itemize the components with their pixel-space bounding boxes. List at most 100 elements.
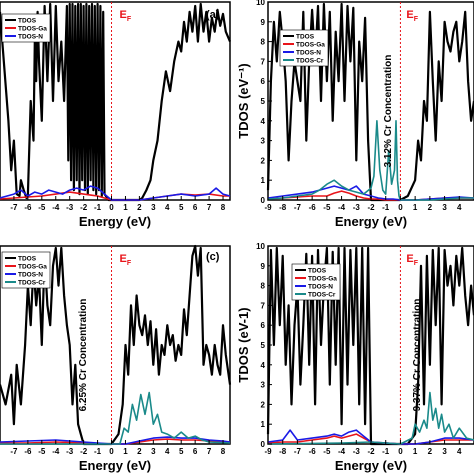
x-tick-label: 6 <box>193 447 198 456</box>
legend-entry-tdos-ga: TDOS-Ga <box>18 264 47 271</box>
x-tick-label: -3 <box>353 203 361 212</box>
x-tick-label: 5 <box>179 203 184 212</box>
x-tick-label: 1 <box>123 447 128 456</box>
y-tick-label: 4 <box>261 117 266 126</box>
x-tick-label: 1 <box>123 203 128 212</box>
y-tick-label: 9 <box>261 18 266 27</box>
x-tick-label: 4 <box>165 203 170 212</box>
x-tick-label: -9 <box>264 203 272 212</box>
x-tick-label: 0 <box>109 447 114 456</box>
fermi-label-main: E <box>406 253 413 265</box>
y-tick-label: 2 <box>261 156 266 165</box>
cr-concentration-label: 3.12% Cr Concentration <box>383 55 394 168</box>
x-tick-label: 8 <box>221 447 226 456</box>
x-tick-label: 3 <box>151 447 156 456</box>
panel-a-dos-chart: EF -7 -6 -5 -4 -3 -2 -1 0 1 2 3 4 5 6 7 8 Energy (eV) (a) T… <box>0 1 232 229</box>
x-axis-title: Energy (eV) <box>335 214 407 229</box>
x-tick-label: -2 <box>367 447 375 456</box>
y-axis-title: TDOS (eV-1) <box>236 307 251 382</box>
legend-entry-tdos-cr: TDOS-Cr <box>18 280 46 287</box>
legend-entry-tdos-cr: TDOS-Cr <box>296 58 324 65</box>
y-tick-label: 1 <box>261 176 266 185</box>
y-tick-label: 8 <box>261 38 266 47</box>
x-tick-label: -7 <box>294 203 302 212</box>
x-axis-title: Energy (eV) <box>79 214 151 229</box>
x-tick-label: -6 <box>309 447 317 456</box>
legend-entry-tdos-cr: TDOS-Cr <box>308 292 336 299</box>
legend-entry-tdos: TDOS <box>18 18 37 25</box>
panel-d-dos-chart: EF-9 -8 -7 -6 -5 -4 -3 -2 -1 0 1 2 3 4012345678910Ene… <box>236 242 474 473</box>
x-tick-label: 2 <box>428 203 433 212</box>
series-line-tdos <box>266 2 474 202</box>
x-tick-label: 5 <box>179 447 184 456</box>
legend-entry-tdos-n: TDOS-N <box>18 34 43 41</box>
y-tick-label: 6 <box>261 321 266 330</box>
series-line-tdos-n <box>0 436 231 445</box>
x-tick-label: 0 <box>398 203 403 212</box>
series-line-tdos-n <box>0 185 231 201</box>
cr-concentration-label: 6.25% Cr Concentration <box>78 299 89 412</box>
x-tick-label: 3 <box>442 203 447 212</box>
y-axis-title: TDOS (eV⁻¹) <box>236 63 251 138</box>
y-tick-label: 2 <box>261 400 266 409</box>
y-tick-label: 0 <box>261 196 266 205</box>
y-tick-label: 5 <box>261 341 266 350</box>
fermi-label-sub: F <box>414 260 419 267</box>
series-line-tdos <box>0 244 232 446</box>
fermi-label-main: E <box>120 253 127 265</box>
fermi-level-label: EF <box>406 253 418 267</box>
legend-entry-tdos: TDOS <box>308 268 327 275</box>
x-tick-label: 2 <box>137 447 142 456</box>
panel-letter-label: (a) <box>206 9 220 21</box>
y-tick-label: 10 <box>256 242 265 251</box>
x-tick-label: -5 <box>38 447 46 456</box>
x-tick-label: -3 <box>353 447 361 456</box>
x-tick-label: -1 <box>94 203 102 212</box>
legend-entry-tdos-n: TDOS-N <box>18 272 43 279</box>
x-tick-label: -4 <box>338 203 346 212</box>
x-tick-label: 7 <box>207 447 212 456</box>
x-tick-label: -4 <box>52 447 60 456</box>
series-line-tdos-cr <box>267 391 474 445</box>
x-tick-label: -5 <box>38 203 46 212</box>
fermi-label-sub: F <box>127 260 132 267</box>
x-tick-label: -7 <box>294 447 302 456</box>
series-line-tdos-cr <box>267 120 474 201</box>
x-tick-label: -6 <box>24 203 32 212</box>
y-tick-label: 8 <box>261 282 266 291</box>
x-tick-label: -4 <box>338 447 346 456</box>
cr-concentration-label: 9.37% Cr Concentration <box>412 299 423 412</box>
y-tick-label: 6 <box>261 77 266 86</box>
series-line-tdos-cr <box>0 391 231 445</box>
x-tick-label: -6 <box>309 203 317 212</box>
legend-entry-tdos-n: TDOS-N <box>308 284 333 291</box>
x-tick-label: -3 <box>66 203 74 212</box>
legend-entry-tdos-ga: TDOS-Ga <box>308 276 337 283</box>
fermi-level-label: EF <box>406 9 418 23</box>
x-tick-label: -7 <box>10 203 18 212</box>
x-tick-label: 1 <box>413 203 418 212</box>
legend-entry-tdos-ga: TDOS-Ga <box>18 26 47 33</box>
y-tick-label: 10 <box>256 0 265 7</box>
fermi-level-label: EF <box>120 253 132 267</box>
x-tick-label: 4 <box>165 447 170 456</box>
x-tick-label: 0 <box>398 447 403 456</box>
y-tick-label: 5 <box>261 97 266 106</box>
legend-entry-tdos: TDOS <box>18 256 37 263</box>
legend-entry-tdos: TDOS <box>296 34 315 41</box>
fermi-level-label: EF <box>120 9 132 23</box>
x-tick-label: 2 <box>137 203 142 212</box>
x-tick-label: -7 <box>10 447 18 456</box>
x-tick-label: -3 <box>66 447 74 456</box>
y-tick-label: 7 <box>261 301 266 310</box>
y-tick-label: 1 <box>261 420 266 429</box>
x-tick-label: 0 <box>109 203 114 212</box>
y-tick-label: 7 <box>261 57 266 66</box>
y-tick-label: 3 <box>261 381 266 390</box>
panel-b-dos-chart: EF-9 -8 -7 -6 -5 -4 -3 -2 -1 0 1 2 3 4012345678910Ene… <box>236 0 474 229</box>
x-tick-label: 3 <box>151 203 156 212</box>
x-tick-label: 1 <box>413 447 418 456</box>
